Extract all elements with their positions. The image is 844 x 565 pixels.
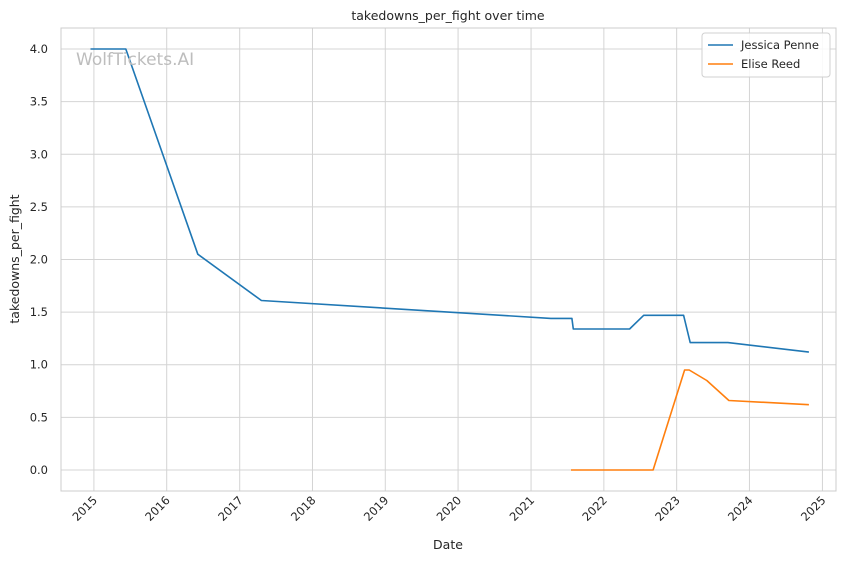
y-tick-label: 1.0 [30,358,48,372]
y-tick-label: 3.0 [30,147,48,161]
y-tick-label: 3.5 [30,95,48,109]
x-tick-label: 2019 [361,493,392,524]
series-line-jessica-penne [90,48,809,353]
y-tick-label: 2.5 [30,200,48,214]
x-tick-label: 2020 [434,493,465,524]
y-tick-label: 0.5 [30,410,48,424]
x-tick-label: 2023 [652,493,683,524]
x-axis-label: Date [433,537,463,552]
grid [61,28,836,491]
x-tick-label: 2018 [288,493,319,524]
chart-title: takedowns_per_fight over time [351,8,545,23]
x-tick-label: 2022 [579,493,610,524]
legend-box [701,32,831,78]
legend: Jessica Penne Elise Reed [701,32,831,78]
y-tick-label: 0.0 [30,463,48,477]
watermark-text: WolfTickets.AI [76,50,194,70]
y-tick-label: 1.5 [30,305,48,319]
legend-label-jessica-penne: Jessica Penne [740,38,819,52]
plot-area-frame [60,27,837,492]
x-tick-label: 2017 [215,493,246,524]
x-tick-label: 2021 [507,493,538,524]
y-tick-label: 4.0 [30,42,48,56]
x-tick-label: 2016 [142,493,173,524]
legend-label-elise-reed: Elise Reed [741,57,800,71]
x-axis-ticks: 2015 2016 2017 2018 2019 2020 2021 2022 2023 2024… [69,493,828,524]
x-tick-label: 2024 [725,493,756,524]
y-axis-label: takedowns_per_fight [7,194,22,323]
y-axis-ticks: 0.0 0.5 1.0 1.5 2.0 2.5 3.0 3.5 4.0 [30,42,48,477]
x-tick-label: 2015 [69,493,100,524]
x-tick-label: 2025 [798,493,829,524]
series-line-elise-reed [571,369,809,471]
y-tick-label: 2.0 [30,253,48,267]
series-lines [90,48,809,471]
